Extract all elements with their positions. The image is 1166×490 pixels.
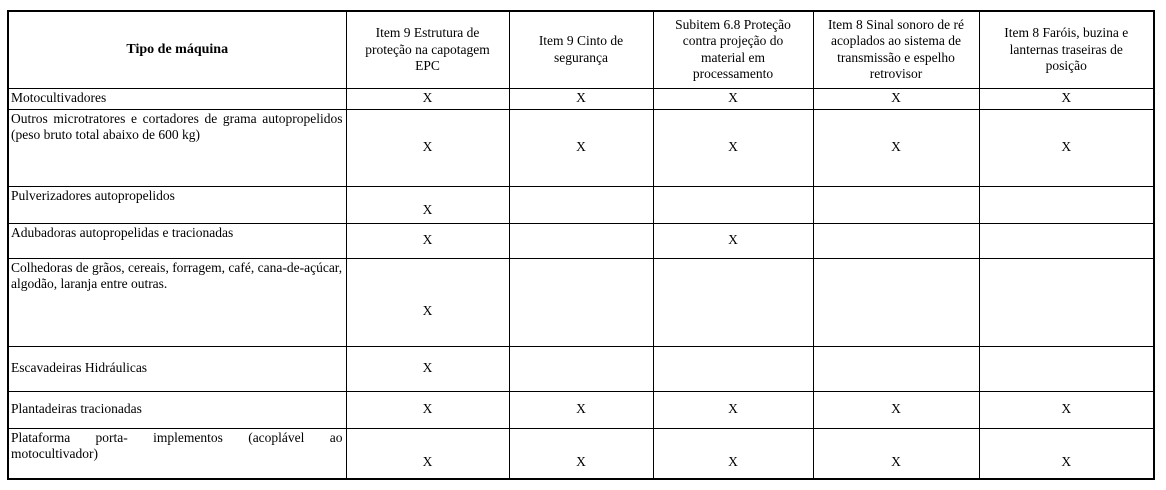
machine-type-cell: Escavadeiras Hidráulicas [7,345,347,392]
table-row: Outros microtratores e cortadores de gra… [7,108,1155,187]
requirement-mark-cell [978,345,1155,392]
requirement-mark-cell [652,257,814,347]
requirement-mark-cell [978,185,1155,224]
machine-type-cell: Pulverizadores autopropelidos [7,185,347,224]
requirement-mark-cell: X [345,87,510,110]
requirement-mark-cell: X [508,427,654,480]
machine-type-cell: Motocultivadores [7,87,347,110]
machine-type-cell: Outros microtratores e cortadores de gra… [7,108,347,187]
requirement-mark-cell: X [345,185,510,224]
requirement-mark-cell: X [812,427,980,480]
requirement-mark-cell: X [508,108,654,187]
table-row: Pulverizadores autopropelidos X [7,185,1155,224]
machine-type-cell: Colhedoras de grãos, cereais, forragem, … [7,257,347,347]
column-header-material-projection: Subitem 6.8 Proteção contra projeção do … [652,10,814,89]
requirement-mark-cell: X [978,390,1155,429]
column-header-lights-horn: Item 8 Faróis, buzina e lanternas trasei… [978,10,1155,89]
requirement-mark-cell: X [345,390,510,429]
machine-requirements-table: Tipo de máquina Item 9 Estrutura de prot… [7,10,1155,480]
requirement-mark-cell [508,345,654,392]
requirement-mark-cell: X [345,345,510,392]
requirement-mark-cell: X [345,257,510,347]
requirement-mark-cell: X [345,427,510,480]
requirement-mark-cell: X [812,87,980,110]
table-row: Motocultivadores X X X X X [7,87,1155,110]
column-header-seatbelt: Item 9 Cinto de segurança [508,10,654,89]
requirement-mark-cell [652,185,814,224]
requirement-mark-cell [652,345,814,392]
header-row: Tipo de máquina Item 9 Estrutura de prot… [7,10,1155,89]
requirement-mark-cell: X [652,108,814,187]
requirement-mark-cell: X [812,108,980,187]
requirement-mark-cell [812,222,980,259]
requirement-mark-cell: X [345,222,510,259]
requirement-mark-cell: X [508,87,654,110]
requirement-mark-cell [508,185,654,224]
requirement-mark-cell [812,185,980,224]
requirement-mark-cell: X [652,222,814,259]
requirement-mark-cell [978,257,1155,347]
column-header-reverse-signal-mirror: Item 8 Sinal sonoro de ré acoplados ao s… [812,10,980,89]
requirement-mark-cell [978,222,1155,259]
column-header-machine-type: Tipo de máquina [7,10,347,89]
requirement-mark-cell [508,257,654,347]
requirement-mark-cell: X [652,390,814,429]
requirement-mark-cell: X [812,390,980,429]
requirement-mark-cell: X [345,108,510,187]
requirement-mark-cell: X [978,87,1155,110]
requirement-mark-cell [812,257,980,347]
table-row: Plataforma porta- implementos (acoplável… [7,427,1155,480]
requirement-mark-cell: X [508,390,654,429]
table-row: Escavadeiras Hidráulicas X [7,345,1155,392]
requirement-mark-cell [812,345,980,392]
requirement-mark-cell: X [978,427,1155,480]
machine-type-cell: Adubadoras autopropelidas e tracionadas [7,222,347,259]
requirement-mark-cell [508,222,654,259]
requirement-mark-cell: X [652,87,814,110]
requirement-mark-cell: X [652,427,814,480]
requirement-mark-cell: X [978,108,1155,187]
column-header-rollover-protection: Item 9 Estrutura de proteção na capotage… [345,10,510,89]
table-row: Plantadeiras tracionadas X X X X X [7,390,1155,429]
machine-type-cell: Plantadeiras tracionadas [7,390,347,429]
machine-type-cell: Plataforma porta- implementos (acoplável… [7,427,347,480]
table-row: Adubadoras autopropelidas e tracionadas … [7,222,1155,259]
table-row: Colhedoras de grãos, cereais, forragem, … [7,257,1155,347]
